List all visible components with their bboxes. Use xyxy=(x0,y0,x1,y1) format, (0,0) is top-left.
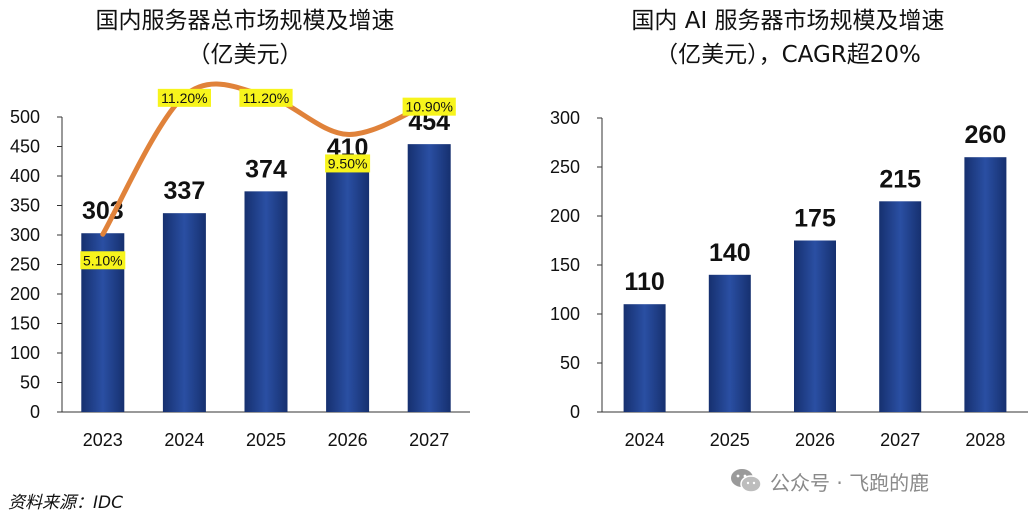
right-y-tick-labels: 0 50 100 150 200 250 300 xyxy=(550,108,602,422)
growth-label-bg-2023 xyxy=(80,251,126,270)
right-y-tick-4: 200 xyxy=(550,206,580,226)
left-y-tick-3: 150 xyxy=(10,314,40,334)
right-chart-subtitle: （亿美元），CAGR超20% xyxy=(655,42,921,68)
left-x-tick-2025: 2025 xyxy=(246,430,286,450)
right-value-label-2024: 110 xyxy=(624,268,664,296)
left-value-label-2025: 374 xyxy=(245,155,287,183)
left-x-tick-2027: 2027 xyxy=(409,430,449,450)
left-y-tick-labels: 0 50 100 150 200 250 300 350 400 450 500 xyxy=(10,107,62,422)
left-y-tick-0: 0 xyxy=(30,402,40,422)
growth-label-2024: 11.20% xyxy=(161,90,207,106)
wechat-icon xyxy=(731,469,762,493)
right-bar-2027 xyxy=(879,201,922,412)
source-note: 资料来源：IDC xyxy=(8,493,123,513)
left-value-label-2024: 337 xyxy=(164,177,206,205)
left-bar-2026 xyxy=(326,170,370,412)
watermark-text: 公众号 · 飞跑的鹿 xyxy=(770,470,930,495)
growth-label-bg-2026 xyxy=(325,154,371,173)
left-y-tick-4: 200 xyxy=(10,284,40,304)
right-y-tick-1: 50 xyxy=(560,353,580,373)
growth-label-bg-2025 xyxy=(239,88,293,107)
growth-label-bg-2024 xyxy=(157,88,211,107)
right-bar-2028 xyxy=(964,157,1007,412)
watermark: 公众号 · 飞跑的鹿 xyxy=(730,466,929,496)
right-value-label-2028: 260 xyxy=(965,121,1007,149)
right-value-label-2026: 175 xyxy=(794,205,836,233)
left-x-tick-2026: 2026 xyxy=(328,430,368,450)
right-x-tick-2025: 2025 xyxy=(710,430,750,450)
right-x-tick-2026: 2026 xyxy=(795,430,835,450)
left-y-tick-9: 450 xyxy=(10,137,40,157)
left-x-tick-2023: 2023 xyxy=(83,430,123,450)
left-y-tick-6: 300 xyxy=(10,225,40,245)
right-x-tick-2024: 2024 xyxy=(625,430,665,450)
right-value-labels: 110 140 175 215 260 xyxy=(624,121,1006,296)
right-bar-2024 xyxy=(623,304,666,412)
growth-label-2023: 5.10% xyxy=(83,252,123,268)
growth-label-2026: 9.50% xyxy=(328,155,368,171)
right-value-label-2027: 215 xyxy=(879,165,921,193)
left-y-tick-10: 500 xyxy=(10,107,40,127)
left-y-tick-8: 400 xyxy=(10,166,40,186)
right-bars xyxy=(623,157,1007,412)
left-y-tick-1: 50 xyxy=(20,373,40,393)
right-x-tick-2027: 2027 xyxy=(880,430,920,450)
right-y-tick-5: 250 xyxy=(550,157,580,177)
growth-rate-labels: 5.10% 11.20% 11.20% 9.50% 10.90% xyxy=(80,88,456,270)
left-y-tick-5: 250 xyxy=(10,255,40,275)
left-chart-subtitle: （亿美元） xyxy=(188,42,303,68)
left-x-tick-2024: 2024 xyxy=(164,430,204,450)
right-x-tick-labels: 2024 2025 2026 2027 2028 xyxy=(625,430,1006,450)
left-bars xyxy=(81,144,451,412)
left-bar-2025 xyxy=(244,191,288,412)
left-bar-2027 xyxy=(407,144,451,412)
growth-label-2027: 10.90% xyxy=(405,99,452,115)
right-y-tick-3: 150 xyxy=(550,255,580,275)
right-bar-2026 xyxy=(794,240,836,412)
right-y-tick-0: 0 xyxy=(570,402,580,422)
left-chart-title: 国内服务器总市场规模及增速 xyxy=(96,8,395,34)
right-x-tick-2028: 2028 xyxy=(965,430,1005,450)
growth-label-2025: 11.20% xyxy=(243,90,289,106)
left-bar-2024 xyxy=(162,213,206,412)
left-y-tick-7: 350 xyxy=(10,196,40,216)
right-y-tick-6: 300 xyxy=(550,108,580,128)
left-x-tick-labels: 2023 2024 2025 2026 2027 xyxy=(83,430,449,450)
left-y-tick-2: 100 xyxy=(10,343,40,363)
right-chart-title: 国内 AI 服务器市场规模及增速 xyxy=(631,8,944,34)
growth-label-bg-2027 xyxy=(402,97,456,116)
right-bar-2025 xyxy=(708,274,751,412)
right-y-tick-2: 100 xyxy=(550,304,580,324)
right-value-label-2025: 140 xyxy=(709,239,751,267)
